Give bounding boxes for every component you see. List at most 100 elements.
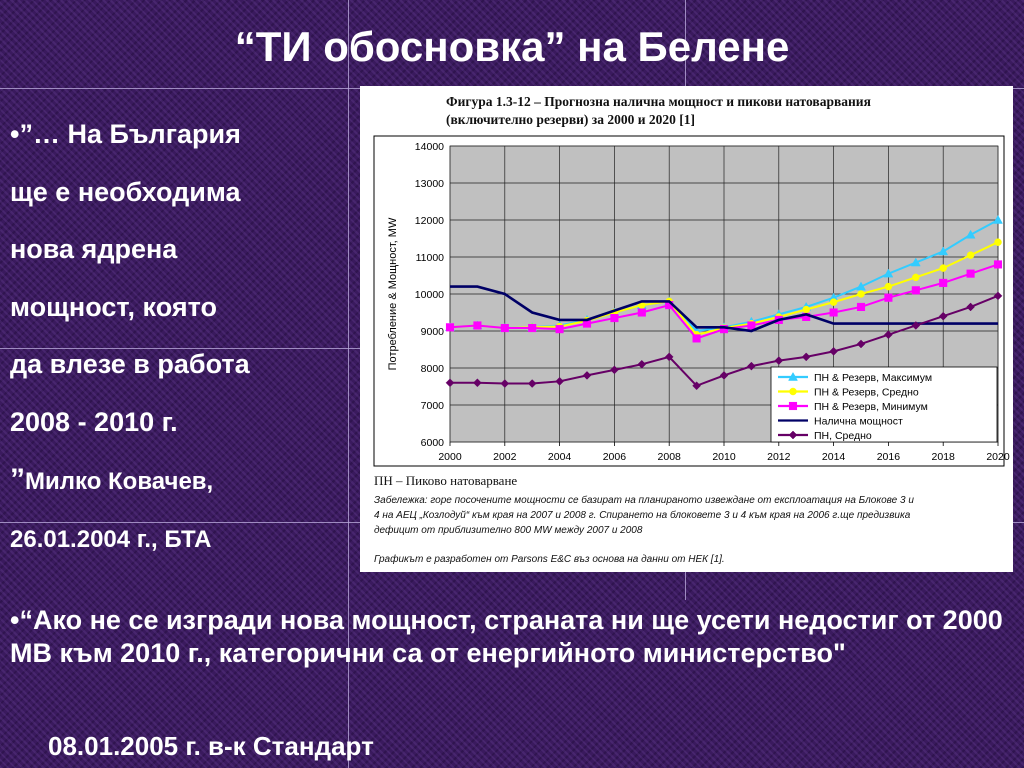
series-point — [993, 260, 1003, 269]
legend-label: ПН, Средно — [814, 430, 872, 442]
series-point — [829, 346, 838, 356]
x-tick-label: 2020 — [986, 451, 1010, 463]
series-point — [610, 365, 619, 375]
series-point — [939, 264, 947, 272]
series-point — [938, 246, 949, 256]
series-point — [582, 371, 592, 380]
series-point — [473, 321, 482, 330]
y-tick-label: 12000 — [415, 215, 444, 227]
bg-divider-v-left — [348, 0, 349, 768]
series-point — [788, 430, 798, 440]
x-tick-label: 2002 — [493, 451, 517, 463]
figure-caption-line-1: Фигура 1.3-12 – Прогнозна налична мощнос… — [446, 94, 871, 109]
series-point — [884, 282, 893, 291]
y-tick-label: 9000 — [421, 326, 445, 338]
series-point — [637, 359, 647, 369]
legend-entry: ПН & Резерв, Минимум — [778, 401, 928, 413]
left-quote: •”… На България ще е необходима нова ядр… — [10, 106, 355, 568]
series-point — [801, 352, 811, 362]
chart-svg: Фигура 1.3-12 – Прогнозна налична мощнос… — [373, 94, 1010, 565]
quote-line-2: ще е необходима — [10, 176, 241, 207]
series-point — [912, 273, 920, 282]
series-point — [719, 371, 729, 380]
bg-divider-h-mid — [0, 348, 360, 349]
bottom-quote-source: 08.01.2005 г. в-к Стандарт — [48, 731, 374, 761]
series-point — [500, 323, 509, 333]
series-point — [664, 352, 674, 362]
series-point — [774, 356, 784, 365]
series-point — [500, 379, 510, 388]
series-point — [910, 257, 921, 267]
x-tick-label: 2018 — [932, 451, 956, 463]
series-point — [965, 229, 976, 239]
bottom-quote: •“Ако не се изгради нова мощност, страна… — [10, 605, 1003, 668]
series-point — [939, 278, 948, 287]
y-tick-label: 6000 — [421, 437, 445, 449]
legend-label: ПН & Резерв, Минимум — [814, 401, 928, 413]
series-point — [445, 323, 455, 332]
series-point — [994, 238, 1002, 246]
series-point — [747, 361, 756, 371]
series-point — [527, 379, 537, 388]
series-point — [789, 387, 797, 396]
series-point — [610, 314, 619, 323]
x-tick-label: 2004 — [548, 451, 572, 463]
series-point — [938, 311, 948, 321]
series-point — [883, 268, 894, 278]
series-point — [555, 325, 564, 334]
y-axis-label: Потребление & Мощност, MW — [387, 217, 399, 370]
series-point — [966, 251, 975, 259]
series-3 — [445, 260, 1003, 343]
series-point — [993, 291, 1003, 301]
series-point — [993, 214, 1003, 224]
x-tick-label: 2008 — [658, 451, 682, 463]
x-tick-label: 2000 — [438, 451, 462, 463]
y-tick-label: 11000 — [416, 252, 445, 264]
x-axis-ticks: 2000 2002 2004 2006 2008 2010 2012 2014 2016 2018… — [438, 451, 1010, 463]
series-point — [788, 371, 798, 381]
note-line-3: дефицит от приблизително 800 MW между 20… — [374, 524, 643, 536]
series-point — [856, 281, 866, 291]
x-tick-label: 2010 — [712, 451, 736, 463]
y-tick-label: 7000 — [421, 400, 445, 412]
y-tick-label: 14000 — [415, 141, 444, 153]
figure-panel: Фигура 1.3-12 – Прогнозна налична мощнос… — [360, 86, 1013, 572]
note-line-2: 4 на АЕЦ „Козлодуй“ към края на 2007 и 2… — [374, 509, 911, 521]
quote-line-6: 2008 - 2010 г. — [10, 406, 178, 437]
series-point — [857, 290, 865, 298]
quote-source-author: ”Милко Ковачев, — [10, 451, 355, 511]
legend: ПН & Резерв, Максимум ПН & Резерв, Средно… — [778, 371, 932, 442]
series-point — [528, 323, 537, 333]
series-point — [856, 339, 866, 349]
series-point — [473, 378, 482, 388]
series-point — [692, 334, 701, 343]
series-line — [450, 285, 998, 333]
slide-title: “ТИ обосновка” на Белене — [234, 23, 790, 70]
quote-source-date: 26.01.2004 г., БТА — [10, 525, 212, 553]
series-point — [747, 321, 756, 330]
series-point — [802, 305, 810, 314]
series-point — [911, 286, 920, 295]
x-tick-label: 2006 — [603, 451, 627, 463]
quote-line-3: нова ядрена — [10, 234, 178, 264]
series-point — [637, 308, 646, 317]
series-point — [829, 298, 838, 306]
series-point — [692, 381, 701, 391]
y-axis-ticks: 6000 7000 8000 9000 10000 11000 12000 13000 1400… — [415, 141, 444, 449]
legend-label: Налична мощност — [814, 416, 903, 428]
legend-entry: ПН & Резерв, Средно — [778, 387, 919, 399]
figure-caption-line-2: (включително резерви) за 2000 и 2020 [1] — [446, 112, 695, 127]
series-point — [555, 376, 564, 386]
y-tick-label: 8000 — [421, 363, 445, 375]
legend-label: ПН & Резерв, Максимум — [814, 372, 932, 384]
series-point — [884, 293, 893, 302]
quote-source-mark: ” — [10, 463, 25, 496]
series-point — [719, 325, 729, 334]
y-tick-label: 10000 — [415, 289, 444, 301]
series-point — [966, 302, 975, 312]
series-4 — [450, 285, 998, 333]
note-line-1: Забележка: горе посочените мощности се б… — [374, 494, 914, 506]
quote-line-5: да влезе в работа — [10, 349, 250, 379]
series-point — [445, 378, 455, 388]
x-tick-label: 2016 — [877, 451, 901, 463]
